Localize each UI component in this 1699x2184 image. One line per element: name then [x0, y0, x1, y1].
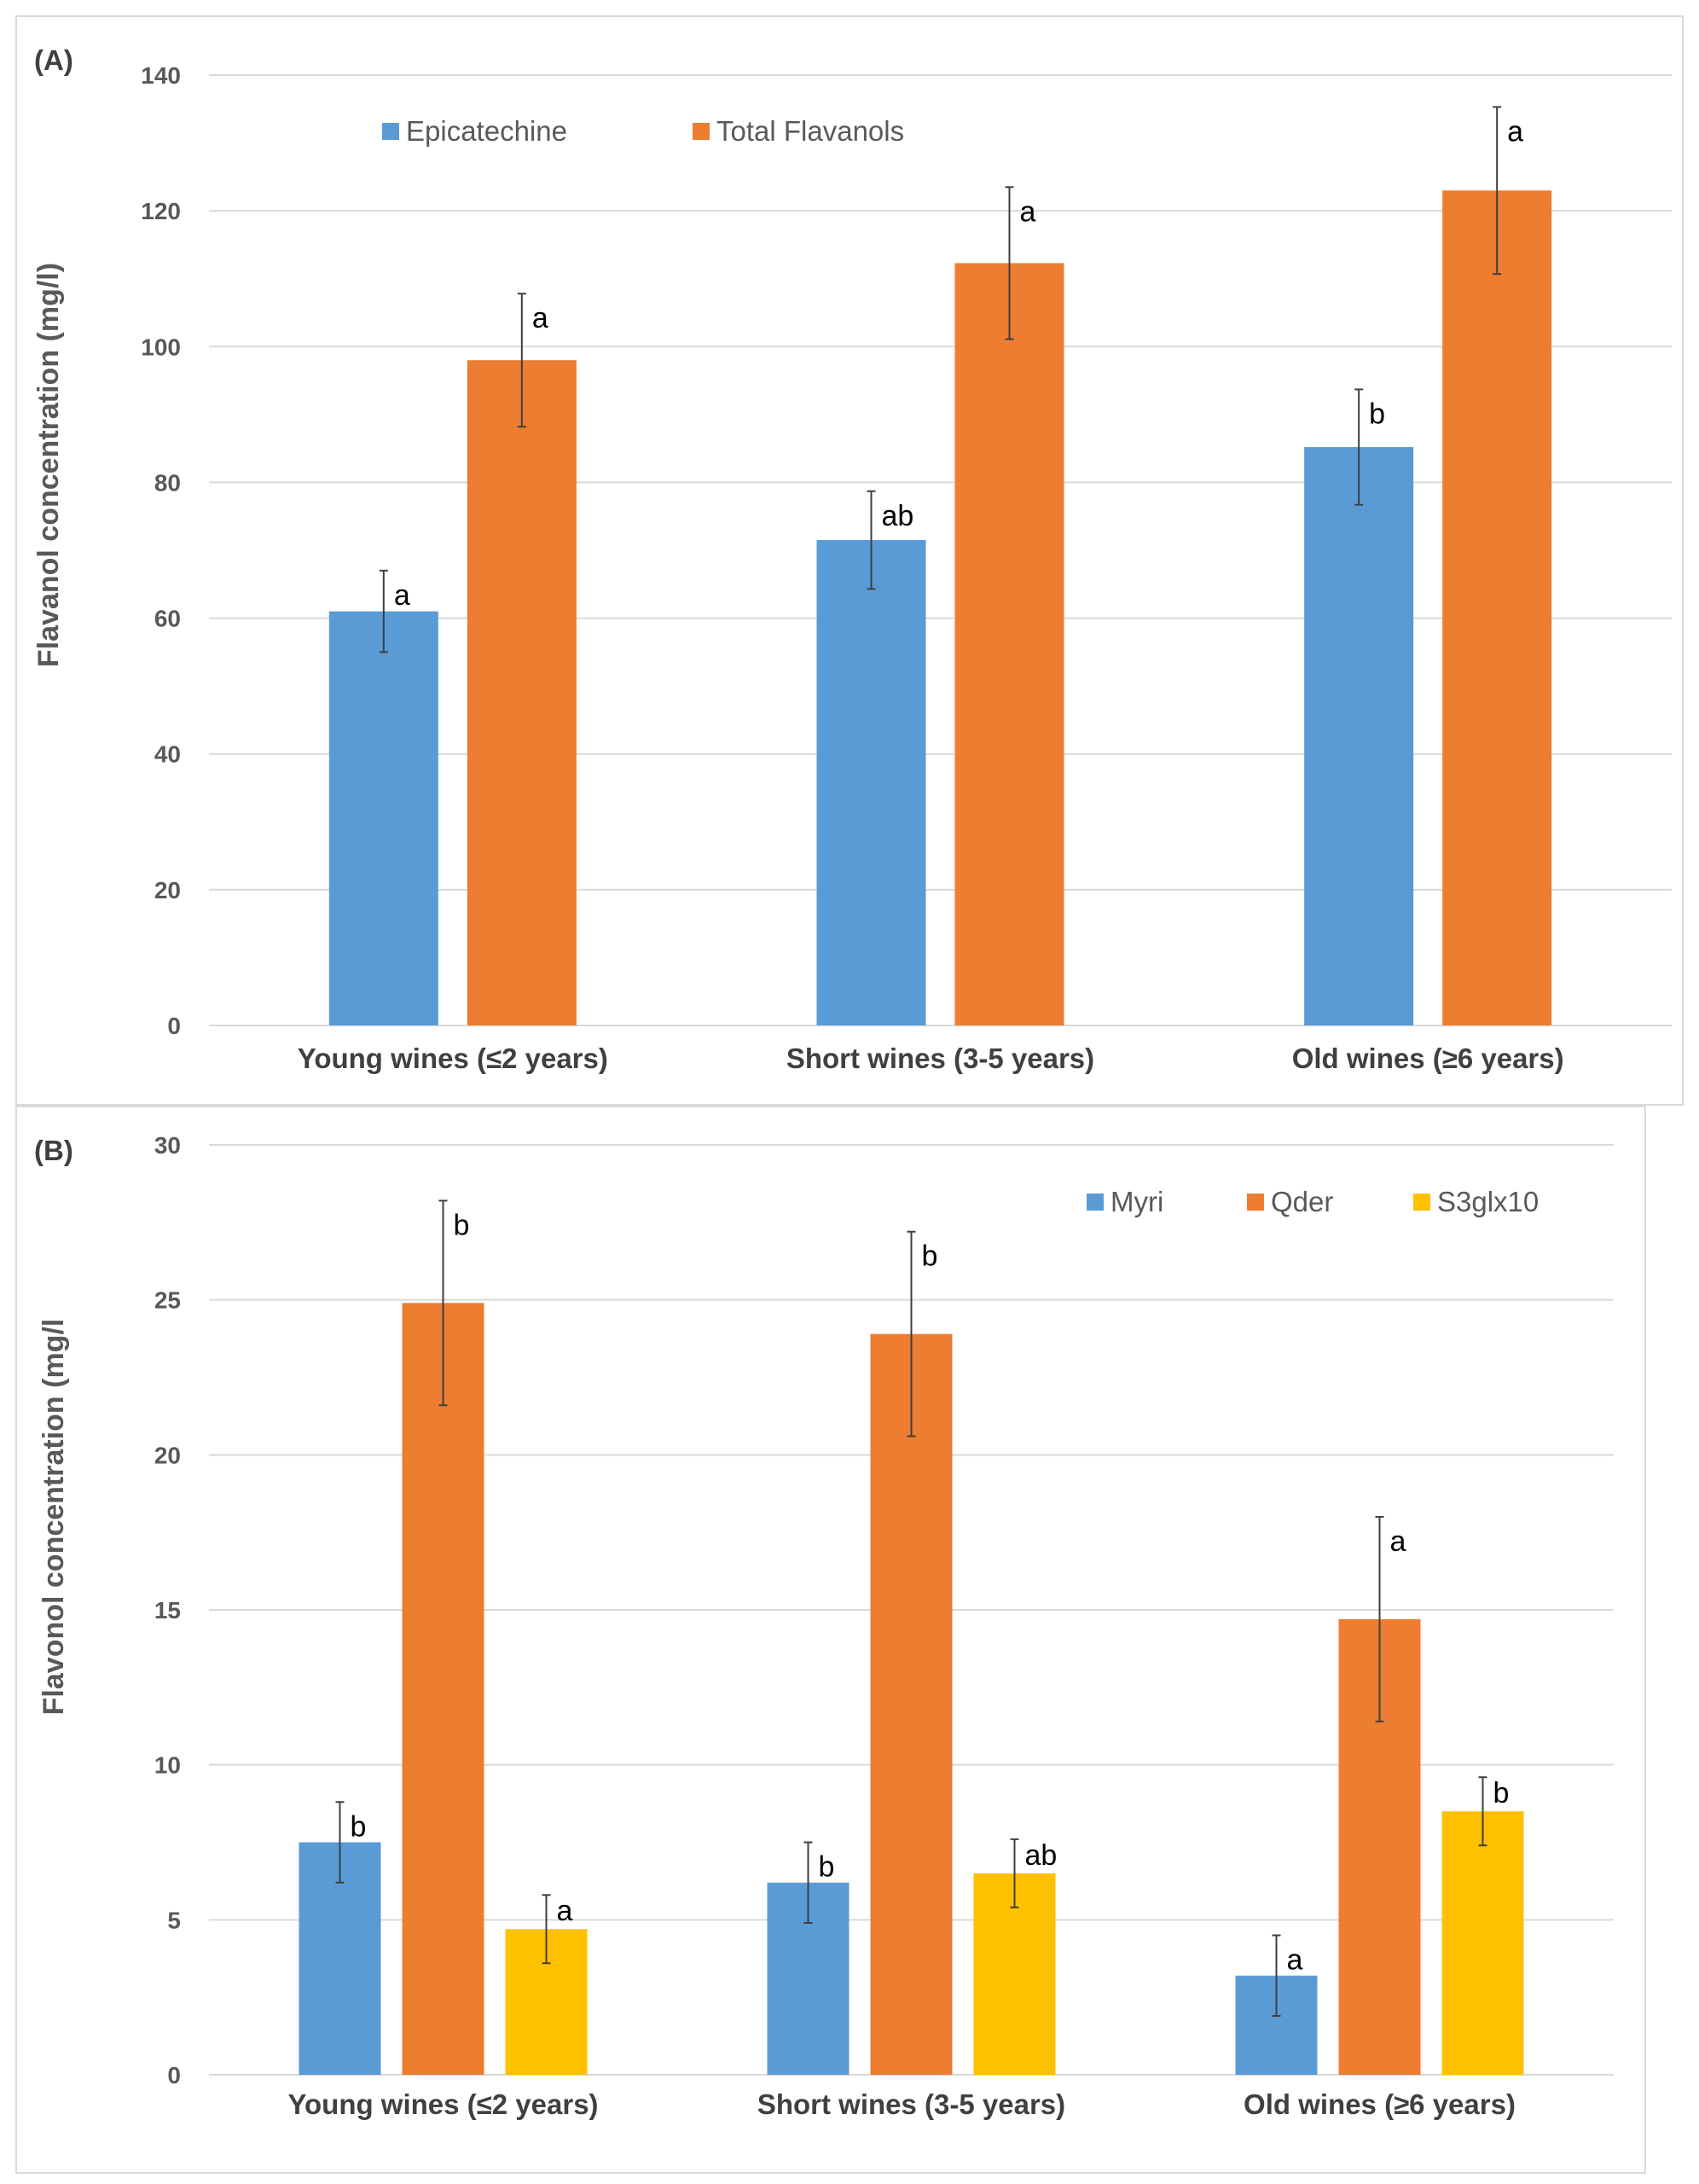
legend-label: Epicatechine [406, 115, 567, 147]
significance-letter: ab [1025, 1839, 1058, 1872]
legend-swatch [693, 123, 710, 140]
significance-letter: b [1493, 1777, 1510, 1809]
significance-letter: a [1390, 1525, 1406, 1558]
y-tick-label: 140 [141, 62, 181, 89]
legend-swatch [1413, 1194, 1430, 1211]
x-category-label: Old wines (≥6 years) [1244, 2088, 1516, 2120]
x-category-label: Old wines (≥6 years) [1292, 1043, 1564, 1074]
significance-letter: b [1369, 398, 1385, 430]
significance-letter: a [394, 579, 410, 612]
significance-letter: a [557, 1895, 573, 1927]
legend-swatch [1087, 1194, 1104, 1211]
panel-label: (A) [34, 44, 73, 76]
x-category-label: Short wines (3-5 years) [786, 1043, 1094, 1074]
y-tick-label: 30 [154, 1132, 181, 1159]
bar [402, 1303, 484, 2075]
significance-letter: a [1287, 1944, 1303, 1977]
y-tick-label: 100 [141, 334, 181, 360]
bar [467, 360, 577, 1025]
bar [816, 540, 926, 1025]
legend-swatch [1247, 1194, 1264, 1211]
series-qder: b b a [402, 1199, 1421, 2075]
significance-letter: b [351, 1810, 367, 1843]
y-tick-label: 0 [167, 2062, 181, 2088]
bar [328, 611, 438, 1025]
y-tick-label: 25 [154, 1287, 181, 1314]
y-axis-title: Flavanol concentration (mg/l) [32, 263, 65, 667]
bar [1304, 447, 1414, 1025]
y-tick-label: 15 [154, 1597, 181, 1623]
y-tick-label: 20 [154, 1442, 181, 1468]
y-tick-label: 80 [154, 469, 181, 496]
bar [954, 263, 1064, 1026]
y-axis-title: Flavonol concentration (mg/l [38, 1319, 70, 1716]
chart-panel-b: (B) 0 5 10 15 20 25 30 Flavonol concentration (m… [34, 1132, 1614, 2120]
legend-label: Qder [1271, 1186, 1333, 1217]
significance-letter: ab [882, 500, 914, 532]
significance-letter: a [1507, 115, 1523, 148]
bar [870, 1333, 953, 2075]
bar [1441, 1811, 1524, 2075]
series-total-flavanols: a a a [467, 106, 1552, 1026]
significance-letter: b [922, 1240, 938, 1273]
series-epicatechine: a ab b [328, 388, 1414, 1025]
legend-label: S3glx10 [1437, 1186, 1539, 1217]
y-tick-label: 0 [167, 1013, 181, 1039]
significance-letter: b [454, 1209, 470, 1241]
bar [1442, 190, 1552, 1025]
y-tick-label: 60 [154, 606, 181, 632]
y-tick-label: 40 [154, 741, 181, 768]
significance-letter: b [819, 1851, 835, 1884]
y-tick-label: 20 [154, 877, 181, 903]
significance-letter: a [1020, 195, 1036, 228]
legend-label: Total Flavanols [716, 115, 904, 147]
y-tick-label: 120 [141, 198, 181, 224]
chart-panel-a: (A) 0 20 40 60 80 100 120 140 Flavanol concentrat… [32, 44, 1672, 1074]
legend-swatch [382, 123, 399, 140]
significance-letter: a [532, 302, 548, 334]
y-tick-label: 10 [154, 1752, 181, 1779]
x-category-label: Short wines (3-5 years) [757, 2088, 1065, 2120]
legend-label: Myri [1110, 1186, 1163, 1217]
x-category-label: Young wines (≤2 years) [287, 2088, 598, 2120]
panel-label: (B) [34, 1135, 73, 1166]
x-category-label: Young wines (≤2 years) [298, 1043, 608, 1074]
y-tick-label: 5 [167, 1907, 181, 1933]
series-myri: b b a [299, 1801, 1318, 2075]
